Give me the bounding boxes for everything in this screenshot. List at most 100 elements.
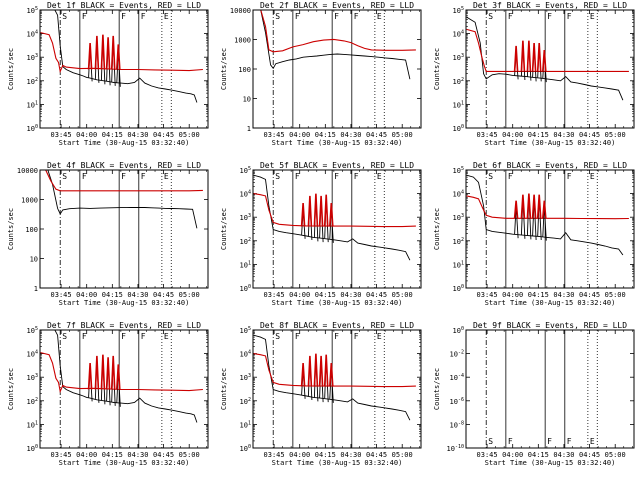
series-events — [253, 174, 411, 261]
marker-label: S — [275, 12, 280, 21]
x-tick-label: 04:15 — [315, 451, 336, 459]
x-tick-label: 04:45 — [153, 451, 174, 459]
lld-spike — [87, 42, 93, 70]
lld-spike — [318, 195, 324, 227]
plot-frame — [252, 329, 422, 449]
lld-spike — [110, 355, 116, 390]
y-tick-label: 101 — [27, 420, 38, 429]
y-tick-label: 104 — [240, 190, 251, 199]
panel-title: Det 5f BLACK = Events, RED = LLD — [260, 161, 414, 170]
x-tick-label: 04:00 — [502, 131, 523, 139]
panel-title: Det 7f BLACK = Events, RED = LLD — [47, 321, 201, 330]
series-group — [260, 10, 416, 80]
marker-label: F — [567, 12, 572, 21]
panel-det7f: Det 7f BLACK = Events, RED = LLD Counts/s… — [7, 321, 209, 467]
marker-label: F — [508, 12, 513, 21]
y-tick-label: 100 — [453, 284, 464, 293]
marker-label: F — [354, 172, 359, 181]
marker-label: F — [141, 12, 146, 21]
panel-title: Det 3f BLACK = Events, RED = LLD — [473, 1, 627, 10]
panel-det9f: Det 9f BLACK = Events, RED = LLD Counts/s… — [433, 321, 635, 467]
x-tick-label: 04:45 — [153, 291, 174, 299]
lld-spike — [87, 362, 93, 390]
series-group — [466, 174, 629, 256]
x-tick-label: 04:00 — [289, 451, 310, 459]
y-tick-label: 1 — [247, 125, 251, 133]
x-tick-label: 04:45 — [366, 131, 387, 139]
lld-spike — [536, 42, 542, 72]
marker-label: F — [295, 12, 300, 21]
y-axis-label: Counts/sec — [7, 208, 15, 250]
x-tick-label: 03:45 — [477, 131, 498, 139]
x-axis-label: Start Time (30-Aug-15 03:32:40) — [485, 299, 616, 307]
series-events — [54, 10, 198, 103]
plot-frame — [39, 9, 209, 129]
panel-det6f: Det 6f BLACK = Events, RED = LLD Counts/s… — [433, 161, 635, 307]
y-tick-label: 103 — [27, 53, 38, 62]
lld-spike — [94, 355, 100, 390]
plot-frame — [465, 329, 635, 449]
marker-label: E — [377, 332, 382, 341]
series-group — [253, 334, 416, 421]
series-group — [253, 174, 416, 261]
y-axis-label: Counts/sec — [433, 368, 441, 410]
marker-label: F — [334, 172, 339, 181]
y-tick-label: 103 — [240, 213, 251, 222]
y-tick-label: 101 — [453, 260, 464, 269]
x-tick-label: 03:45 — [51, 451, 72, 459]
marker-label: F — [508, 172, 513, 181]
plot-frame — [39, 329, 209, 449]
marker-label: F — [82, 12, 87, 21]
panel-title: Det 1f BLACK = Events, RED = LLD — [47, 1, 201, 10]
x-tick-label: 04:30 — [127, 451, 148, 459]
lld-spike — [100, 34, 106, 70]
x-tick-label: 03:45 — [51, 291, 72, 299]
x-tick-label: 04:45 — [366, 291, 387, 299]
x-tick-label: 05:00 — [392, 451, 413, 459]
panel-det4f: Det 4f BLACK = Events, RED = LLD Counts/s… — [7, 161, 209, 307]
marker-label: F — [121, 172, 126, 181]
marker-label: E — [590, 437, 595, 446]
x-tick-label: 05:00 — [392, 291, 413, 299]
series-lld — [260, 10, 416, 53]
x-tick-label: 05:00 — [605, 291, 626, 299]
x-tick-label: 04:30 — [553, 131, 574, 139]
marker-label: F — [334, 332, 339, 341]
lld-spike — [300, 362, 306, 387]
marker-label: S — [62, 12, 67, 21]
x-tick-label: 04:00 — [76, 291, 97, 299]
y-axis-label: Counts/sec — [433, 208, 441, 250]
panel-title: Det 8f BLACK = Events, RED = LLD — [260, 321, 414, 330]
lld-spike — [536, 194, 542, 219]
x-tick-label: 04:30 — [553, 451, 574, 459]
x-tick-label: 03:45 — [264, 131, 285, 139]
lld-spike — [542, 50, 547, 72]
panel-det2f: Det 2f BLACK = Events, RED = LLD Counts/s… — [220, 1, 422, 147]
marker-label: F — [547, 437, 552, 446]
x-tick-label: 04:15 — [528, 451, 549, 459]
marker-label: E — [377, 12, 382, 21]
series-lld — [253, 353, 416, 388]
series-lld — [253, 193, 416, 228]
x-tick-label: 05:00 — [392, 131, 413, 139]
x-tick-label: 05:00 — [605, 131, 626, 139]
y-tick-label: 102 — [453, 237, 464, 246]
y-tick-label: 103 — [453, 213, 464, 222]
y-tick-label: 100 — [453, 326, 464, 335]
y-tick-label: 105 — [27, 6, 38, 15]
series-lld — [43, 170, 203, 192]
lld-spike — [318, 355, 324, 387]
marker-label: F — [547, 172, 552, 181]
lld-spike — [323, 194, 329, 227]
y-tick-label: 105 — [453, 6, 464, 15]
lld-spike — [110, 35, 116, 70]
x-tick-label: 04:30 — [127, 131, 148, 139]
plot-frame — [465, 169, 635, 289]
y-tick-label: 105 — [240, 326, 251, 335]
x-tick-label: 04:45 — [579, 131, 600, 139]
panel-det5f: Det 5f BLACK = Events, RED = LLD Counts/s… — [220, 161, 422, 307]
panel-det3f: Det 3f BLACK = Events, RED = LLD Counts/s… — [433, 1, 635, 147]
lld-spike — [313, 193, 319, 227]
x-tick-label: 05:00 — [179, 291, 200, 299]
